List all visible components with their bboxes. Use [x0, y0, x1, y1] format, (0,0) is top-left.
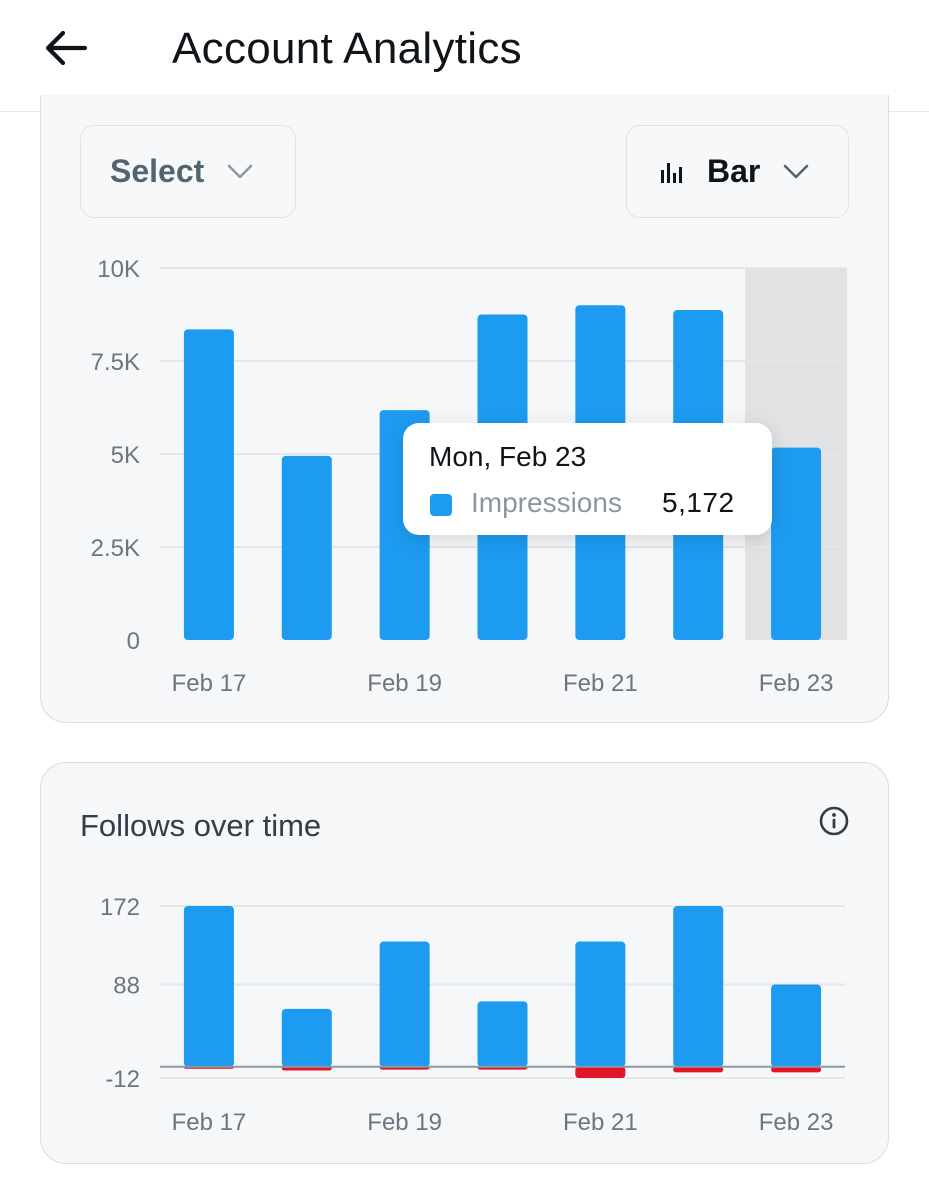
arrow-left-icon [45, 30, 88, 66]
follows-card [40, 762, 889, 1164]
chevron-down-icon [226, 163, 254, 181]
chart-type-label: Bar [707, 153, 761, 189]
info-icon [819, 806, 849, 836]
tooltip-series: Impressions [471, 487, 622, 518]
chevron-down-icon [782, 163, 810, 181]
tooltip-swatch [430, 494, 452, 516]
chart-type-dropdown[interactable]: Bar [626, 125, 849, 218]
tooltip-date: Mon, Feb 23 [429, 441, 587, 472]
back-button[interactable] [40, 22, 92, 74]
chart-tooltip: Mon, Feb 23 Impressions 5,172 [403, 423, 772, 535]
tooltip-value: 5,172 [662, 487, 735, 518]
select-label: Select [110, 153, 205, 189]
follows-title: Follows over time [80, 808, 322, 843]
info-button[interactable] [818, 805, 850, 837]
select-dropdown[interactable]: Select [80, 125, 296, 218]
page-title: Account Analytics [172, 24, 522, 73]
bar-chart-icon [661, 162, 682, 183]
app-header: Account Analytics [0, 0, 929, 112]
